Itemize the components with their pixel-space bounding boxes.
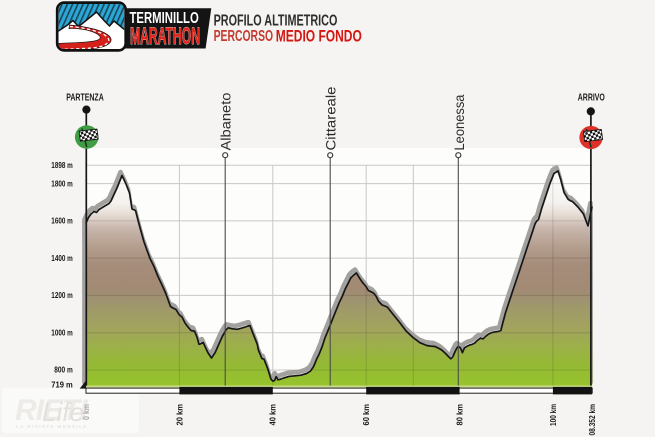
svg-text:PERCORSO: PERCORSO <box>214 28 274 45</box>
svg-text:Life: Life <box>42 397 84 427</box>
svg-text:0 km: 0 km <box>82 404 91 420</box>
svg-text:80 km: 80 km <box>455 404 464 426</box>
svg-text:Albaneto: Albaneto <box>219 92 234 150</box>
svg-text:1400 m: 1400 m <box>51 254 73 263</box>
svg-text:PROFILO ALTIMETRICO: PROFILO ALTIMETRICO <box>214 13 338 30</box>
svg-text:MARATHON: MARATHON <box>130 23 200 50</box>
svg-text:20 km: 20 km <box>175 404 184 426</box>
svg-text:1898 m: 1898 m <box>51 161 73 170</box>
svg-text:Leonessa: Leonessa <box>452 94 467 151</box>
svg-text:Cittareale: Cittareale <box>324 87 339 151</box>
svg-text:1600 m: 1600 m <box>51 217 73 226</box>
svg-text:100 km: 100 km <box>549 404 558 426</box>
svg-text:PARTENZA: PARTENZA <box>66 93 104 104</box>
svg-text:LA RIVISTA MENSILE: LA RIVISTA MENSILE <box>16 424 88 429</box>
svg-text:TERMINILLO: TERMINILLO <box>130 10 199 27</box>
svg-text:1200 m: 1200 m <box>51 291 73 300</box>
svg-text:800 m: 800 m <box>54 366 73 375</box>
svg-text:1800 m: 1800 m <box>51 179 73 188</box>
svg-text:ARRIVO: ARRIVO <box>578 93 605 104</box>
svg-text:08.352 km: 08.352 km <box>588 404 597 436</box>
svg-text:1000 m: 1000 m <box>51 328 73 337</box>
svg-text:MEDIO FONDO: MEDIO FONDO <box>276 27 362 46</box>
svg-text:RIETI: RIETI <box>15 394 88 427</box>
svg-text:719 m: 719 m <box>51 381 73 390</box>
svg-text:60 km: 60 km <box>362 404 371 426</box>
svg-text:40 km: 40 km <box>269 404 278 426</box>
